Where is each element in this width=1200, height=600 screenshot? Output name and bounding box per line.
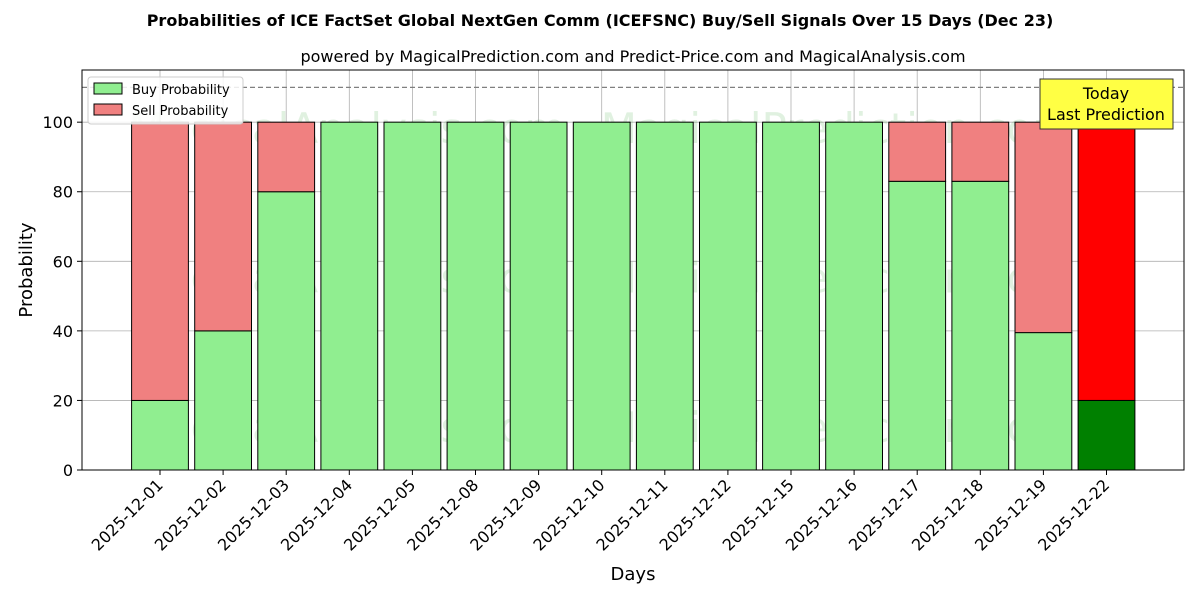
y-tick-label: 20 [53,391,73,410]
bar-sell [888,121,947,182]
bar-buy [699,121,757,471]
legend: Buy Probability Sell Probability [87,76,244,125]
bar-buy [1014,332,1073,471]
bar-sell [1077,121,1136,401]
bar-buy [383,121,442,471]
bar-buy [446,121,505,471]
annotation-line1: Today [1082,84,1129,103]
bar-buy [131,399,189,471]
annotation-line2: Last Prediction [1047,105,1165,124]
bar-buy [888,180,947,471]
legend-label-buy: Buy Probability [132,83,230,98]
y-tick-label: 100 [42,113,73,132]
legend-swatch-buy [93,82,123,95]
today-annotation: Today Last Prediction [1039,78,1174,130]
y-axis-label: Probability [16,222,37,317]
y-tick-label: 60 [53,252,73,271]
plot-frame [81,69,1185,471]
bar-buy [762,121,820,471]
bar-buy [320,121,379,471]
chart-title: Probabilities of ICE FactSet Global Next… [147,11,1054,30]
x-axis-ticks: 2025-12-012025-12-022025-12-032025-12-04… [88,470,1113,555]
y-tick-label: 80 [53,183,73,202]
bar-buy [509,121,568,471]
x-axis-label: Days [611,564,656,585]
bar-buy [194,330,252,471]
bar-buy [572,121,631,471]
bar-sell [131,121,189,401]
annotation-box [1039,78,1174,130]
bar-sell [257,121,316,193]
y-tick-label: 40 [53,322,73,341]
bar-sell [194,121,252,332]
bar-buy [635,121,694,471]
legend-label-sell: Sell Probability [132,104,229,119]
y-tick-label: 0 [63,461,73,480]
bar-buy [1077,399,1136,471]
bar-buy [257,191,316,471]
legend-box [87,76,244,125]
bars [131,121,1136,471]
legend-swatch-sell [93,103,123,116]
bar-sell [951,121,1010,182]
bar-buy [825,121,884,471]
bar-sell [1014,121,1073,334]
chart-subtitle: powered by MagicalPrediction.com and Pre… [300,47,965,66]
bar-buy [951,180,1010,471]
y-axis-ticks: 0 20 40 60 80 100 [42,113,82,480]
